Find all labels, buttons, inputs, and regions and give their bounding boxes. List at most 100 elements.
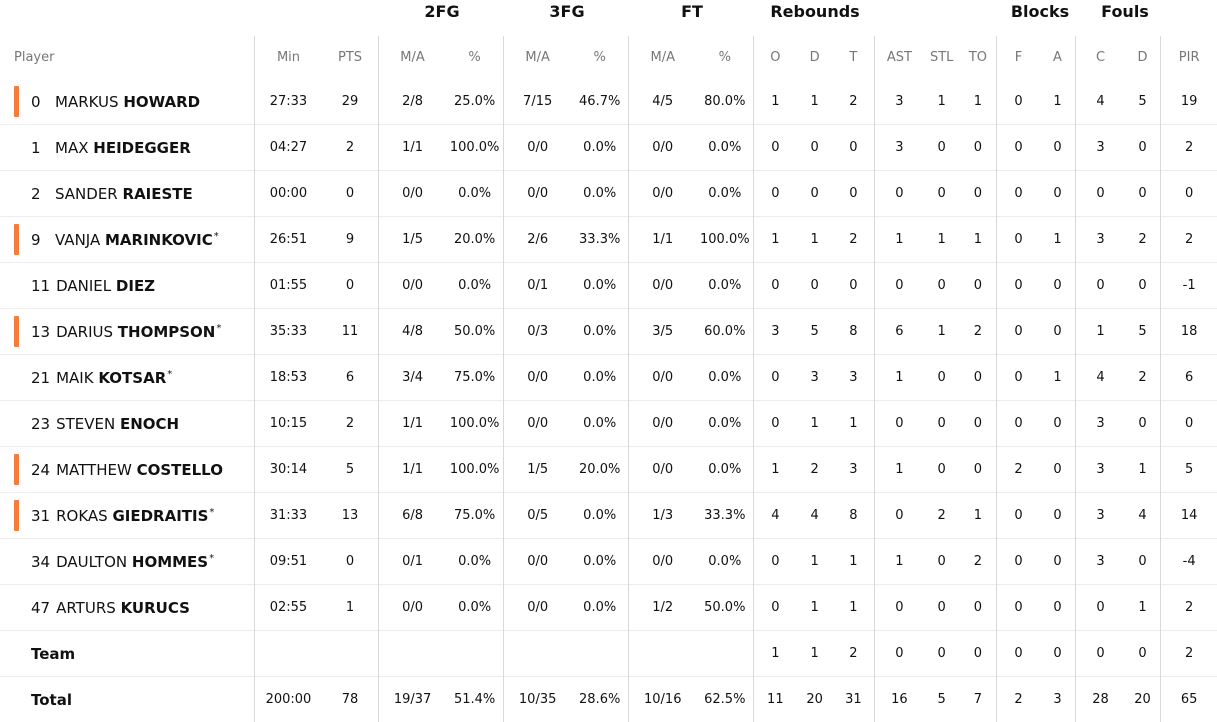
stat-ast: 0 (875, 171, 924, 217)
col-reb-t[interactable]: T (833, 36, 875, 79)
col-ft-pct[interactable]: % (697, 36, 754, 79)
stat-foul-c: 0 (1076, 171, 1125, 217)
stat-reb-o: 0 (754, 263, 797, 309)
stat-min: 02:55 (254, 585, 322, 631)
col-player[interactable]: Player (0, 36, 254, 79)
stat-reb-o: 0 (754, 125, 797, 171)
stat-reb-t: 1 (833, 539, 875, 585)
player-number: 13 (31, 323, 50, 341)
stat-blk-f: 0 (997, 401, 1040, 447)
stat-min: 27:33 (254, 79, 322, 125)
stat-stl: 0 (924, 447, 960, 493)
stat-fg2-pct: 75.0% (446, 493, 503, 539)
stat-fg3-ma: 0/0 (503, 585, 571, 631)
stat-pir: 0 (1161, 171, 1217, 217)
stat-reb-t: 0 (833, 125, 875, 171)
col-2fg-ma[interactable]: M/A (378, 36, 446, 79)
stat-reb-o: 1 (754, 631, 797, 677)
stat-pts: 78 (322, 677, 378, 722)
col-reb-o[interactable]: O (754, 36, 797, 79)
col-3fg-pct[interactable]: % (571, 36, 628, 79)
col-foul-c[interactable]: C (1076, 36, 1125, 79)
stat-fg2-ma: 1/5 (378, 217, 446, 263)
stat-min: 26:51 (254, 217, 322, 263)
stat-stl: 0 (924, 539, 960, 585)
stat-to: 2 (960, 309, 997, 355)
player-last-name: COSTELLO (137, 461, 223, 479)
stat-fg2-ma (378, 631, 446, 677)
col-foul-d[interactable]: D (1125, 36, 1161, 79)
stat-blk-a: 3 (1040, 677, 1076, 722)
stat-pir: 2 (1161, 125, 1217, 171)
stat-ft-ma: 4/5 (628, 79, 696, 125)
col-reb-d[interactable]: D (797, 36, 833, 79)
stat-to: 0 (960, 263, 997, 309)
stat-fg2-ma: 0/0 (378, 263, 446, 309)
stat-reb-t: 0 (833, 171, 875, 217)
stat-ft-pct: 0.0% (697, 125, 754, 171)
stat-reb-d: 0 (797, 171, 833, 217)
col-to[interactable]: TO (960, 36, 997, 79)
col-3fg-ma[interactable]: M/A (503, 36, 571, 79)
stat-reb-t: 8 (833, 493, 875, 539)
col-pir[interactable]: PIR (1161, 36, 1217, 79)
stat-blk-a: 1 (1040, 217, 1076, 263)
stat-reb-d: 1 (797, 585, 833, 631)
col-pts[interactable]: PTS (322, 36, 378, 79)
stat-stl: 0 (924, 263, 960, 309)
stat-blk-f: 2 (997, 447, 1040, 493)
stat-reb-o: 11 (754, 677, 797, 722)
stat-pir: 2 (1161, 585, 1217, 631)
stat-reb-o: 1 (754, 217, 797, 263)
starter-mark: * (167, 369, 172, 380)
stat-stl: 0 (924, 171, 960, 217)
stat-foul-c: 4 (1076, 355, 1125, 401)
stat-ft-pct: 100.0% (697, 217, 754, 263)
stat-to: 0 (960, 401, 997, 447)
stat-reb-d: 0 (797, 125, 833, 171)
col-ft-ma[interactable]: M/A (628, 36, 696, 79)
stat-ft-ma: 0/0 (628, 263, 696, 309)
stat-blk-a: 0 (1040, 539, 1076, 585)
col-blk-a[interactable]: A (1040, 36, 1076, 79)
stat-pir: 14 (1161, 493, 1217, 539)
col-2fg-pct[interactable]: % (446, 36, 503, 79)
col-stl[interactable]: STL (924, 36, 960, 79)
stat-blk-a: 0 (1040, 493, 1076, 539)
stat-foul-d: 0 (1125, 631, 1161, 677)
col-min[interactable]: Min (254, 36, 322, 79)
player-last-name: THOMPSON (118, 323, 216, 341)
col-blk-f[interactable]: F (997, 36, 1040, 79)
stat-fg3-pct: 33.3% (571, 217, 628, 263)
col-ast[interactable]: AST (875, 36, 924, 79)
stat-ft-ma: 0/0 (628, 171, 696, 217)
